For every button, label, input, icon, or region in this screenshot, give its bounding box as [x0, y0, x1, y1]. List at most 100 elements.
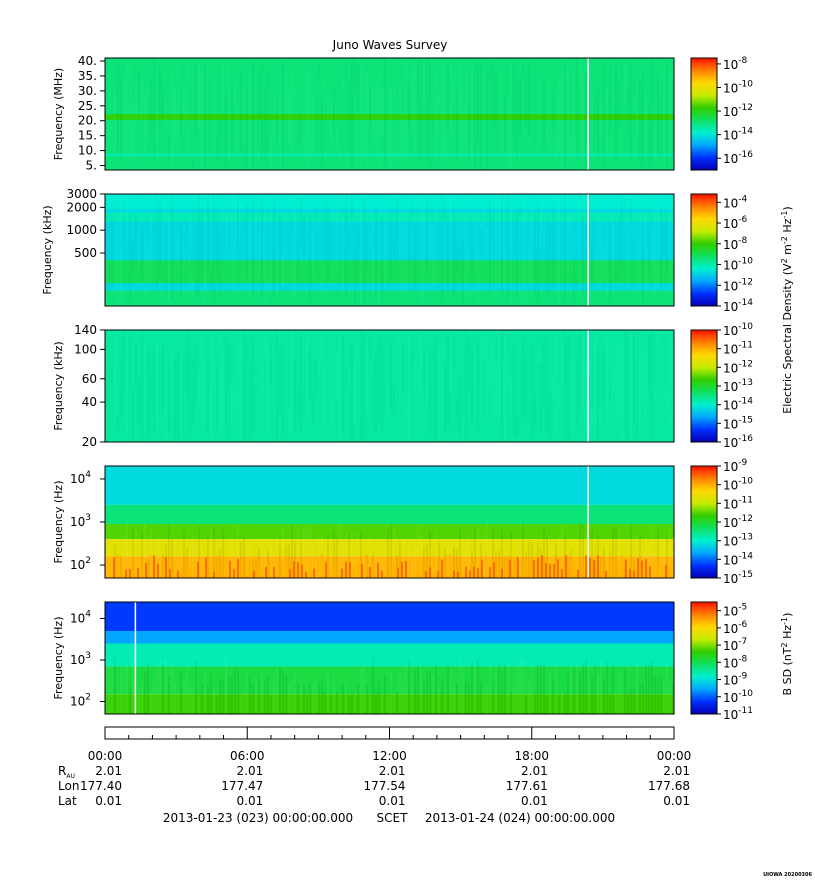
y-tick-label: 100 [74, 342, 97, 356]
colorbar-tick-label: 10-6 [723, 215, 748, 231]
band-2 [105, 504, 674, 524]
ephemeris-value: 2.01 [237, 764, 264, 778]
panel-frame [104, 601, 675, 715]
colorbar [690, 57, 718, 171]
ephemeris-value: 2.01 [663, 764, 690, 778]
spectrogram-panels: 40.35.30.25.20.15.10.5. Frequency (MHz) 10… [41, 54, 753, 722]
colorbar-tick-label: 10-15 [723, 570, 753, 586]
colorbar-tick-label: 10-4 [723, 194, 748, 210]
y-tick-label: 500 [74, 246, 97, 260]
band-5 [105, 556, 674, 578]
time-tick-label: 18:00 [514, 749, 549, 763]
y-tick-label: 3000 [66, 187, 97, 201]
panel-1: 40.35.30.25.20.15.10.5. Frequency (MHz) 10… [52, 54, 753, 173]
colorbar-tick-label: 10-14 [723, 551, 753, 567]
y-tick-label: 35. [78, 69, 97, 83]
colorbar-tick-label: 10-12 [723, 359, 753, 375]
colorbar-tick-label: 10-12 [723, 277, 753, 293]
colorbar-tick-label: 10-13 [723, 378, 753, 394]
spectrogram-image [105, 194, 674, 306]
band-5 [105, 290, 674, 306]
data-gap-line [587, 466, 589, 578]
band-3 [105, 523, 674, 540]
spectrogram-image [105, 466, 674, 578]
colorbar-tick-label: 10-9 [723, 458, 748, 474]
colorbar-tick-label: 10-14 [723, 298, 753, 314]
colorbar-tick-label: 10-16 [723, 434, 753, 450]
colorbar-tick-label: 10-12 [723, 514, 753, 530]
colorbar-tick-label: 10-12 [723, 103, 753, 119]
band-1 [105, 466, 674, 505]
y-tick-label: 10. [78, 144, 97, 158]
colorbar-tick-label: 10-8 [723, 56, 748, 72]
colorbar-tick-label: 10-8 [723, 236, 748, 252]
y-tick-label: 104 [70, 470, 91, 486]
ephemeris-value: 2.01 [521, 764, 548, 778]
y-tick-label: 30. [78, 84, 97, 98]
band-3 [105, 153, 674, 156]
band-4 [105, 666, 674, 695]
y-tick-label: 103 [70, 651, 91, 667]
ephemeris-value: 0.01 [663, 794, 690, 808]
colorbar-tick-label: 10-14 [723, 397, 753, 413]
ephemeris-value: 177.61 [506, 779, 548, 793]
y-tick-label: 102 [70, 556, 91, 572]
y-axis-label: Frequency (Hz) [52, 481, 65, 564]
colorbar [690, 601, 718, 715]
y-tick-label: 102 [70, 693, 91, 709]
ephemeris-row-label: Lon [58, 779, 79, 793]
y-tick-label: 20. [78, 114, 97, 128]
y-tick-label: 15. [78, 129, 97, 143]
ephemeris-value: 0.01 [237, 794, 264, 808]
spectrogram-image [105, 330, 674, 442]
ephemeris-row-label: RAU [58, 764, 75, 780]
colorbar-tick-label: 10-10 [723, 322, 753, 338]
colorbar-tick-label: 10-11 [723, 706, 753, 722]
y-tick-label: 25. [78, 99, 97, 113]
colorbar [690, 329, 718, 443]
b-spectral-density-label: B SD (nT2 Hz-1) [780, 613, 794, 696]
spectrogram-image [105, 58, 674, 170]
panel-frame [104, 193, 675, 307]
band-1 [105, 330, 674, 442]
band-5 [105, 694, 674, 714]
band-1 [105, 602, 674, 632]
y-tick-label: 1000 [66, 223, 97, 237]
data-gap-line [587, 330, 589, 442]
band-2 [105, 114, 674, 120]
colorbar-tick-label: 10-10 [723, 79, 753, 95]
colorbar-tick-label: 10-15 [723, 415, 753, 431]
colorbar-tick-label: 10-10 [723, 689, 753, 705]
noise-texture [105, 658, 674, 714]
band-2 [105, 212, 674, 222]
band-1 [105, 58, 674, 170]
panel-frame [104, 57, 675, 171]
electric-spectral-density-label: Electric Spectral Density (V2 m-2 Hz-1) [780, 206, 794, 413]
time-range-start: 2013-01-23 (023) 00:00:00.000 [163, 811, 353, 825]
colorbar-tick-label: 10-9 [723, 672, 748, 688]
y-tick-label: 2000 [66, 200, 97, 214]
data-gap-line [587, 58, 589, 170]
y-axis-label: Frequency (kHz) [41, 205, 54, 294]
ephemeris-value: 2.01 [379, 764, 406, 778]
colorbar-tick-label: 10-10 [723, 257, 753, 273]
band-1 [105, 194, 674, 306]
y-tick-label: 104 [70, 610, 91, 626]
time-range-line: 2013-01-23 (023) 00:00:00.000 SCET 2013-… [163, 811, 615, 825]
colorbar-tick-label: 10-16 [723, 150, 753, 166]
y-tick-label: 5. [86, 159, 97, 173]
colorbar [690, 465, 718, 579]
colorbar-tick-label: 10-11 [723, 341, 753, 357]
time-tick-label: 00:00 [88, 749, 123, 763]
colorbar-axis-labels: Electric Spectral Density (V2 m-2 Hz-1) … [780, 206, 794, 695]
panel-frame [104, 329, 675, 443]
ephemeris-value: 177.68 [648, 779, 690, 793]
band-4 [105, 260, 674, 284]
colorbar [690, 193, 718, 307]
time-range-end: 2013-01-24 (024) 00:00:00.000 [425, 811, 615, 825]
y-tick-label: 40 [82, 395, 97, 409]
time-range-scet: SCET [377, 811, 409, 825]
ephemeris-value: 177.54 [364, 779, 406, 793]
